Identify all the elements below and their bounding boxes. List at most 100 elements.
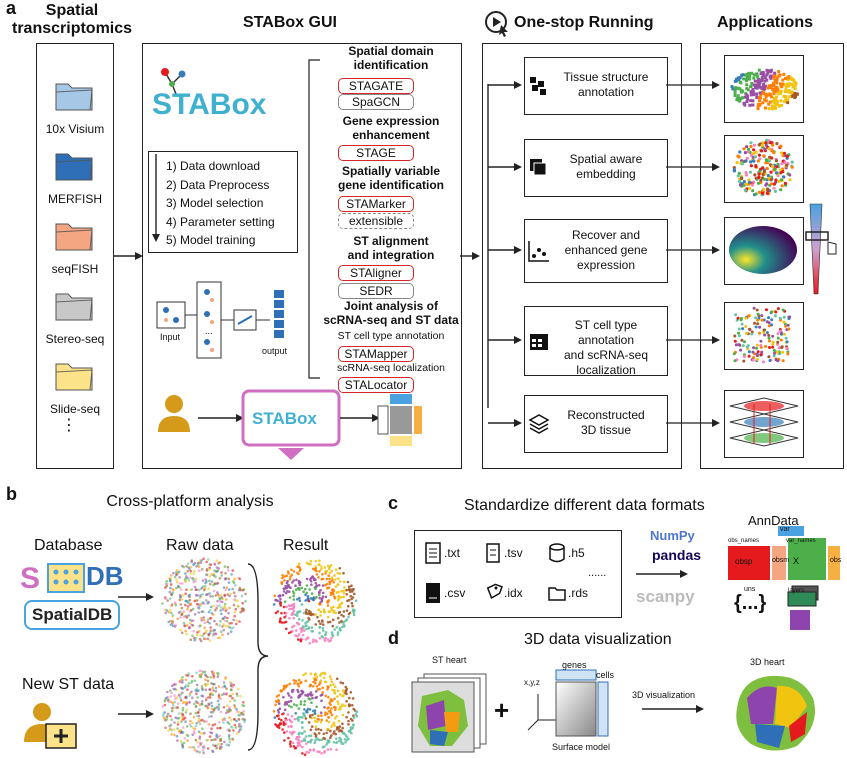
cells-label: cells: [596, 670, 615, 680]
app-3d-stack: [729, 397, 799, 447]
spatial-title: Spatial transcriptomics: [12, 2, 133, 37]
run-item-label: Reconstructed 3D tissue: [567, 408, 645, 437]
run-item-label: Tissue structure annotation: [563, 70, 649, 99]
gene-title: Gene expression enhancement: [342, 114, 440, 142]
run-branch-arrow: [488, 419, 522, 427]
run-branch-arrow: [488, 246, 522, 254]
workflow-bottom: [158, 389, 422, 460]
tool-stagate: STAGATE: [338, 78, 414, 94]
anndata-obsm: obsm: [772, 557, 790, 564]
running-branch: [487, 84, 489, 408]
raw-scatter-2: [161, 669, 247, 755]
tissue-icon: [530, 77, 546, 95]
run-branch-arrow: [488, 163, 522, 171]
panel-b-title: Cross-platform analysis: [106, 493, 274, 510]
result-scatter-2: [272, 671, 359, 756]
scroll-icon: [486, 543, 500, 563]
input-label: Input: [160, 332, 181, 342]
arrow-db-raw: [118, 593, 154, 601]
model-diagram: [156, 281, 284, 359]
tool-stamarker: STAMarker: [338, 196, 414, 212]
tool-extensible: extensible: [338, 213, 414, 229]
anndata-layers: layers: [788, 588, 805, 594]
steps-arrow: [152, 154, 160, 242]
arrow-3d: [642, 705, 704, 713]
anndata-title: AnnData: [748, 513, 799, 528]
plus-sign: +: [494, 695, 510, 725]
scanpy-logo: scanpy: [636, 587, 695, 606]
gene-colorbar: [805, 203, 837, 295]
arrow-new-raw: [118, 710, 154, 718]
step-item: 1) Data download: [166, 159, 261, 173]
run-app-arrow: [666, 81, 720, 89]
app-tissue-map: [730, 68, 799, 111]
play-cursor-icon: [485, 11, 508, 37]
format-label: .csv: [444, 586, 466, 600]
run-branch-arrow: [488, 336, 522, 344]
raw-scatter-1: [161, 557, 247, 643]
folder-open-icon: [548, 587, 566, 601]
numpy-logo: NumPy: [650, 528, 695, 543]
db-logo-text: DB: [86, 561, 124, 591]
database-icon: [549, 543, 565, 563]
surface-label: Surface model: [552, 742, 611, 752]
format-label: .rds: [568, 586, 589, 600]
anndata-obs: obs: [830, 557, 842, 564]
app-celltype-map: [732, 306, 792, 364]
platform-more: ⋮: [61, 417, 77, 434]
run-app-arrow: [666, 246, 720, 254]
category-bracket: [308, 59, 320, 379]
formats-more: ......: [588, 567, 607, 579]
app-expression-map: [729, 226, 797, 274]
formats-box: [414, 530, 622, 618]
anndata-var: var: [780, 526, 790, 533]
axes-label: x,y,z: [524, 678, 540, 687]
doc-icon: [425, 542, 441, 564]
pandas-logo: pandas: [652, 547, 702, 563]
run-branch-arrow: [488, 81, 522, 89]
panel-c-title: Standardize different data formats: [464, 497, 705, 514]
stabox-logo: STABox: [152, 68, 267, 121]
run-item-label: Spatial aware embedding: [569, 152, 643, 181]
model-dots: ...: [205, 326, 213, 336]
layers-icon: [528, 414, 550, 434]
folder-icon: [55, 83, 93, 111]
run-item-box: [524, 219, 668, 283]
gui-title: STABox GUI: [243, 14, 337, 31]
step-item: 3) Model selection: [166, 196, 264, 210]
platform-box: [36, 43, 114, 469]
platform-label: 10x Visium: [45, 122, 105, 136]
anndata-obsp: obsp: [735, 557, 753, 566]
output-label: output: [262, 346, 288, 356]
tool-staligner: STAligner: [338, 265, 414, 281]
applications-title: Applications: [716, 14, 813, 31]
format-label: .tsv: [504, 546, 523, 560]
platform-label: seqFISH: [51, 262, 99, 276]
format-label: .h5: [568, 546, 585, 560]
joint-sub2: scRNA-seq localization: [337, 362, 445, 374]
arrow-formats-anndata: [636, 570, 688, 578]
calendar-icon: [530, 334, 548, 350]
steps-box: [148, 151, 298, 253]
stdb-logo: S: [20, 562, 85, 595]
run-app-arrow: [666, 336, 720, 344]
platform-label: Stereo-seq: [45, 332, 105, 346]
tool-stage: STAGE: [338, 145, 414, 161]
tool-spagcn: SpaGCN: [338, 94, 414, 110]
step-item: 2) Data Preprocess: [166, 177, 270, 192]
anndata-var-names: var_names: [786, 538, 816, 544]
folder-icon: [55, 293, 93, 321]
surface-model: [555, 669, 609, 737]
align-title: ST alignment and integration: [347, 234, 435, 262]
st-heart-label: ST heart: [432, 655, 467, 665]
file-icon: [426, 583, 440, 603]
genes-label: genes: [562, 660, 587, 670]
arrow-gui-run: [460, 252, 480, 260]
raw-label: Raw data: [166, 537, 234, 554]
anndata-braces: {...}: [734, 592, 767, 614]
user-folder-icon: [24, 703, 77, 749]
panel-letter-d: d: [388, 628, 399, 648]
step-item: 5) Model training: [166, 233, 256, 247]
anndata-diagram: [728, 526, 840, 630]
result-scatter-1: [272, 559, 358, 645]
